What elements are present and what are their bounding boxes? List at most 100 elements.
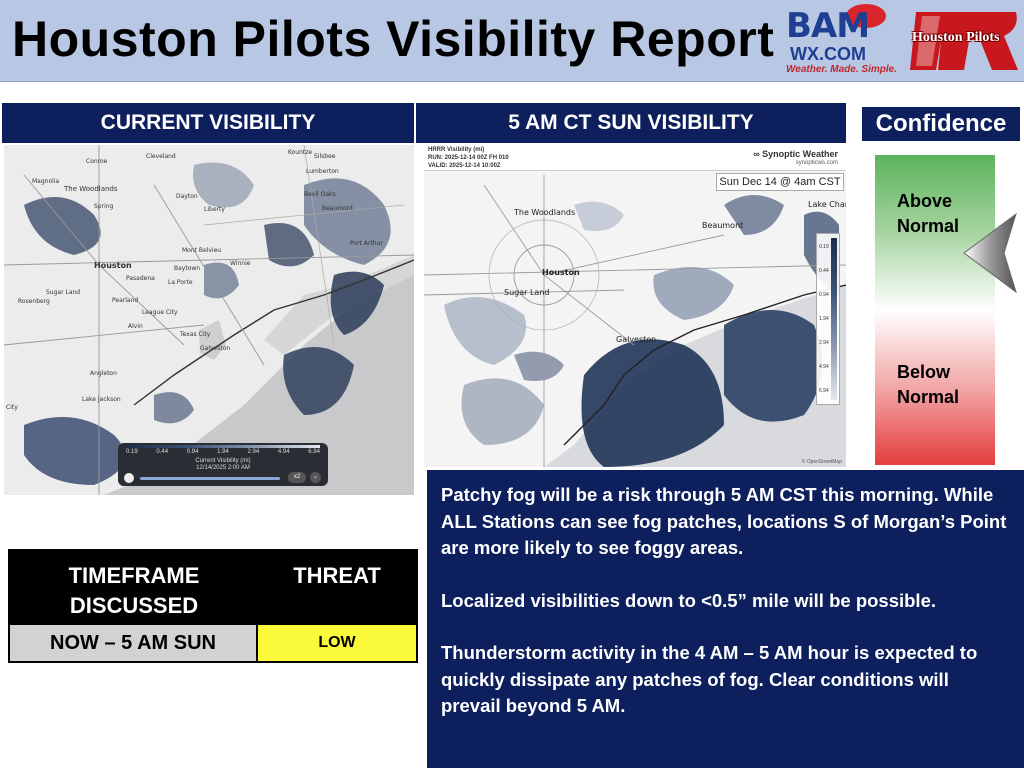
forecast-place-beaumont: Beaumont: [702, 221, 743, 230]
map-place-baytown: Baytown: [174, 265, 200, 272]
map-place-magnolia: Magnolia: [32, 178, 59, 185]
map-place-bevil-oaks: Bevil Oaks: [304, 191, 336, 198]
map-place-league-city: League City: [142, 309, 178, 316]
timeline-slider[interactable]: [140, 477, 280, 480]
map-place-beaumont: Beaumont: [322, 205, 354, 212]
current-visibility-ticks: 0.19 0.44 0.94 1.94 2.94 4.94 6.94: [126, 449, 320, 455]
forecast-legend-tick: 0.19: [819, 244, 829, 250]
confidence-above-label: Above Normal: [897, 191, 960, 236]
map-place-conroe: Conroe: [86, 158, 108, 165]
forecast-product: HRRR Visibility (mi): [428, 147, 485, 153]
forecast-visibility-map[interactable]: The Woodlands Beaumont Lake Charles Hous…: [424, 145, 846, 467]
map-place-lake-jackson: Lake Jackson: [82, 396, 121, 403]
map-place-alvin: Alvin: [128, 323, 143, 330]
map-place-pearland: Pearland: [112, 297, 138, 304]
map-place-silsbee: Silsbee: [314, 153, 336, 160]
forecast-valid: VALID: 2025-12-14 10:00Z: [428, 163, 501, 169]
map-place-port-arthur: Port Arthur: [350, 240, 383, 247]
discussion-paragraph-3: Thunderstorm activity in the 4 AM – 5 AM…: [441, 642, 978, 716]
current-visibility-label: Current Visibility (mi) 12/14/2025 2:00 …: [118, 458, 328, 472]
bamwx-tagline: Weather. Made. Simple.: [786, 64, 897, 75]
current-visibility-timestamp: 12/14/2025 2:00 AM: [196, 465, 250, 471]
map-place-sugar-land: Sugar Land: [46, 289, 80, 296]
timeframe-header: TIMEFRAME DISCUSSED: [68, 563, 200, 618]
map-place-dayton: Dayton: [176, 193, 198, 200]
forecast-map-graphic: The Woodlands Beaumont Lake Charles Hous…: [424, 145, 846, 467]
synoptic-weather-url: synopticws.com: [795, 160, 838, 166]
timeframe-cell: NOW – 5 AM SUN: [10, 623, 258, 661]
houston-pilots-logo-text: Houston Pilots: [912, 30, 1000, 45]
map-place-angleton: Angleton: [90, 370, 117, 377]
current-tick: 0.44: [156, 449, 169, 455]
threat-table-header: TIMEFRAME DISCUSSED THREAT: [10, 551, 416, 623]
forecast-legend-tick: 6.94: [819, 388, 829, 394]
houston-pilots-emblem-icon: [910, 12, 1018, 70]
map-place-spring: Spring: [94, 203, 114, 210]
map-place-galveston: Galveston: [200, 345, 230, 352]
map-credit: © OpenStreetMap: [801, 459, 842, 465]
current-visibility-title: CURRENT VISIBILITY: [2, 103, 414, 143]
map-place-la-porte: La Porte: [168, 279, 193, 286]
current-tick: 0.94: [186, 449, 199, 455]
forecast-place-houston: Houston: [542, 268, 580, 277]
forecast-place-galveston: Galveston: [616, 335, 656, 344]
confidence-title: Confidence: [860, 105, 1022, 143]
bamwx-logo: BAM WX.COM Weather. Made. Simple.: [786, 4, 904, 76]
forecast-model-info: HRRR Visibility (mi) RUN: 2025-12-14 00Z…: [424, 145, 846, 171]
synoptic-weather-logo: ∞ Synoptic Weather: [753, 149, 838, 159]
current-tick: 1.94: [217, 449, 229, 455]
current-visibility-legend-label: Current Visibility (mi): [195, 458, 251, 464]
map-place-kountze: Kountze: [288, 149, 312, 156]
current-visibility-colorbar: [126, 445, 320, 448]
confidence-pointer-icon: [963, 212, 1017, 294]
threat-table: TIMEFRAME DISCUSSED THREAT NOW – 5 AM SU…: [8, 549, 418, 663]
map-place-lumberton: Lumberton: [306, 168, 339, 175]
forecast-valid-time-box: Sun Dec 14 @ 4am CST: [716, 173, 844, 191]
map-place-liberty: Liberty: [204, 206, 225, 213]
discussion-paragraph-2: Localized visibilities down to <0.5” mil…: [441, 589, 937, 611]
forecast-legend-tick: 2.94: [819, 340, 829, 346]
forecast-legend-tick: 0.44: [819, 268, 829, 274]
map-place-rosenberg: Rosenberg: [18, 298, 50, 305]
forecast-place-the-woodlands: The Woodlands: [513, 208, 575, 217]
map-place-city: City: [6, 404, 18, 411]
current-visibility-map[interactable]: Conroe Cleveland Kountze Silsbee Magnoli…: [4, 145, 414, 495]
current-map-graphic: Conroe Cleveland Kountze Silsbee Magnoli…: [4, 145, 414, 495]
forecast-legend-tick: 4.94: [819, 364, 829, 370]
forecast-legend-colorbar: [831, 238, 837, 400]
current-tick: 0.19: [126, 449, 138, 455]
threat-level-cell: LOW: [258, 623, 416, 661]
map-place-the-woodlands: The Woodlands: [63, 185, 118, 193]
current-tick: 2.94: [247, 449, 260, 455]
threat-header: THREAT: [293, 563, 381, 588]
speed-button[interactable]: x2: [288, 472, 306, 483]
forecast-legend-tick: 1.94: [819, 316, 829, 322]
chevron-down-icon[interactable]: ⌄: [310, 472, 321, 483]
forecast-legend: 0.19 0.44 0.94 1.94 2.94 4.94 6.94: [816, 233, 840, 405]
bamwx-swoosh-icon: [846, 4, 886, 28]
forecast-run: RUN: 2025-12-14 00Z FH 010: [428, 155, 509, 161]
current-tick: 6.94: [308, 449, 320, 455]
houston-pilots-logo: Houston Pilots: [908, 6, 1020, 76]
confidence-below-label: Below Normal: [897, 362, 960, 407]
forecast-legend-tick: 0.94: [819, 292, 829, 298]
map-place-mont-belvieu: Mont Belvieu: [182, 247, 221, 254]
map-place-cleveland: Cleveland: [146, 153, 176, 160]
confidence-gauge: Above Normal Below Normal: [875, 155, 995, 465]
forecast-visibility-title: 5 AM CT SUN VISIBILITY: [416, 103, 846, 143]
map-place-winnie: Winnie: [230, 260, 251, 267]
current-tick: 4.94: [277, 449, 290, 455]
page-title: Houston Pilots Visibility Report: [12, 11, 775, 67]
forecast-place-sugar-land: Sugar Land: [504, 288, 549, 297]
play-button[interactable]: [124, 473, 134, 483]
bamwx-logo-sub: WX.COM: [790, 44, 866, 64]
bamwx-logo-main: BAM: [786, 6, 870, 46]
current-visibility-player: 0.19 0.44 0.94 1.94 2.94 4.94 6.94 Curre…: [118, 443, 328, 486]
map-place-pasadena: Pasadena: [126, 275, 155, 282]
header-bar: Houston Pilots Visibility Report BAM WX.…: [0, 0, 1024, 82]
discussion-paragraph-1: Patchy fog will be a risk through 5 AM C…: [441, 484, 1007, 558]
map-place-texas-city: Texas City: [179, 331, 211, 338]
map-place-houston: Houston: [94, 261, 132, 270]
discussion-panel: Patchy fog will be a risk through 5 AM C…: [427, 470, 1024, 768]
